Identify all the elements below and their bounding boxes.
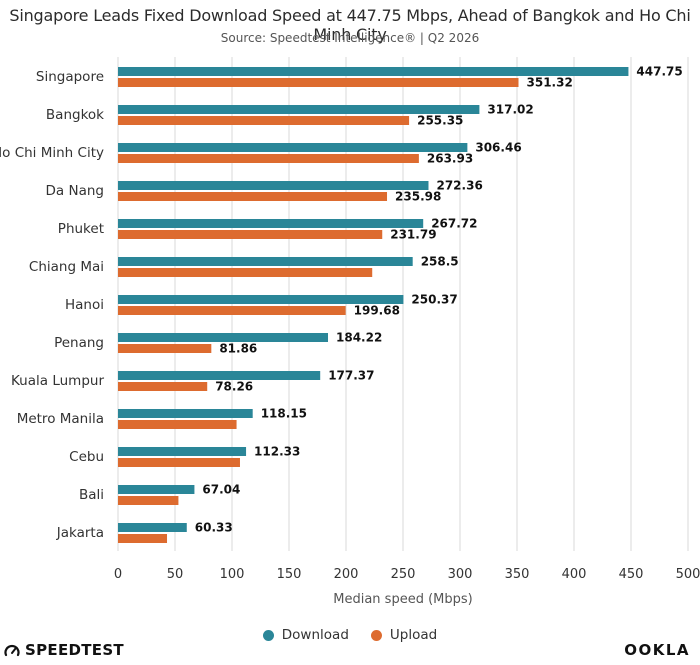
bar-download: [118, 447, 247, 456]
data-label-download: 267.72: [431, 217, 477, 231]
category-label: Kuala Lumpur: [11, 373, 104, 389]
x-tick-label: 100: [220, 567, 245, 582]
bar-upload: [118, 268, 373, 277]
data-label-upload: 351.32: [527, 76, 573, 90]
bar-upload: [118, 306, 346, 315]
bar-upload: [118, 458, 240, 467]
data-label-download: 118.15: [261, 407, 307, 421]
bar-download: [118, 523, 187, 532]
x-tick-label: 400: [562, 567, 587, 582]
data-label-upload: 263.93: [427, 152, 473, 166]
category-label: Penang: [54, 335, 104, 351]
speedometer-icon: [4, 644, 20, 656]
legend-item-upload: Upload: [370, 627, 438, 643]
x-tick-label: 500: [676, 567, 700, 582]
bar-download: [118, 485, 195, 494]
category-label: Metro Manila: [17, 411, 104, 427]
legend: Download Upload: [0, 627, 700, 643]
data-label-upload: 81.86: [219, 342, 257, 356]
bar-download: [118, 67, 629, 76]
bar-download: [118, 181, 429, 190]
data-label-upload: 235.98: [395, 190, 441, 204]
bar-upload: [118, 344, 212, 353]
category-label: Hanoi: [65, 297, 104, 313]
data-label-download: 258.5: [421, 255, 459, 269]
bar-download: [118, 333, 329, 342]
x-tick-label: 150: [277, 567, 302, 582]
bar-upload: [118, 192, 388, 201]
data-label-upload: 231.79: [390, 228, 436, 242]
category-label: Ho Chi Minh City: [0, 145, 104, 161]
data-label-download: 184.22: [336, 331, 382, 345]
x-tick-label: 300: [448, 567, 473, 582]
bar-upload: [118, 496, 179, 505]
category-label: Bangkok: [46, 107, 104, 123]
data-label-download: 447.75: [636, 65, 682, 79]
category-label: Chiang Mai: [29, 259, 104, 275]
chart-title: Singapore Leads Fixed Download Speed at …: [9, 6, 691, 44]
data-label-download: 112.33: [254, 445, 300, 459]
data-label-download: 60.33: [195, 521, 233, 535]
speedtest-logo: SPEEDTEST: [4, 641, 124, 659]
bar-upload: [118, 230, 383, 239]
bar-chart: 0 50 100 150 200 250 300 350 400 450 500 Median spe…: [0, 57, 700, 607]
bar-download: [118, 257, 413, 266]
x-tick-label: 0: [114, 567, 122, 582]
category-label: Singapore: [36, 69, 104, 85]
category-label: Jakarta: [56, 525, 104, 541]
data-label-download: 317.02: [487, 103, 533, 117]
bar-upload: [118, 534, 168, 543]
legend-item-download: Download: [262, 627, 349, 643]
speedtest-wordmark: SPEEDTEST: [25, 641, 124, 659]
legend-swatch-download: [262, 629, 274, 641]
data-label-download: 67.04: [202, 483, 240, 497]
data-label-upload: 255.35: [417, 114, 463, 128]
ookla-wordmark: OOKLA: [624, 641, 690, 659]
x-tick-label: 350: [505, 567, 530, 582]
category-label: Da Nang: [46, 183, 104, 199]
category-label: Cebu: [69, 449, 104, 465]
data-label-upload: 78.26: [215, 380, 253, 394]
bar-download: [118, 105, 480, 114]
bar-download: [118, 143, 468, 152]
legend-label-download: Download: [281, 627, 349, 643]
bar-download: [118, 371, 321, 380]
bar-upload: [118, 116, 410, 125]
bar-upload: [118, 382, 208, 391]
x-tick-label: 250: [391, 567, 416, 582]
bar-download: [118, 295, 404, 304]
data-label-download: 250.37: [411, 293, 457, 307]
bar-download: [118, 219, 424, 228]
legend-swatch-upload: [370, 629, 382, 641]
bar-upload: [118, 154, 419, 163]
category-label: Phuket: [58, 221, 104, 237]
x-tick-label: 450: [619, 567, 644, 582]
data-label-download: 306.46: [475, 141, 521, 155]
bar-upload: [118, 78, 519, 87]
data-label-upload: 199.68: [354, 304, 400, 318]
bar-download: [118, 409, 253, 418]
data-label-download: 177.37: [328, 369, 374, 383]
x-axis-title: Median speed (Mbps): [333, 592, 472, 607]
x-tick-label: 200: [334, 567, 359, 582]
chart-subtitle: Source: Speedtest Intelligence® | Q2 202…: [220, 31, 480, 45]
bar-upload: [118, 420, 237, 429]
category-label: Bali: [79, 487, 104, 503]
x-tick-label: 50: [167, 567, 184, 582]
data-label-download: 272.36: [436, 179, 482, 193]
legend-label-upload: Upload: [389, 627, 438, 643]
